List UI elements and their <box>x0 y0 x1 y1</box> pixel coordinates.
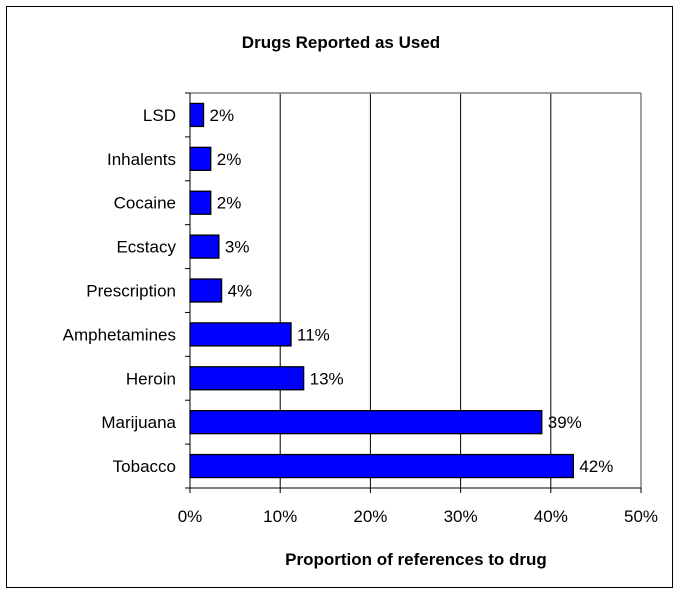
data-label: 39% <box>548 413 582 432</box>
x-axis-title: Proportion of references to drug <box>285 550 547 569</box>
category-label: Cocaine <box>114 194 176 213</box>
category-label: Inhalents <box>107 150 176 169</box>
plot-area: 0% 10% 20% 30% 40% 50% LSD 2% Inhalents 2% Cocaine… <box>63 92 658 526</box>
data-label: 2% <box>217 194 242 213</box>
category-label: Heroin <box>126 369 176 388</box>
category-label: Marijuana <box>101 413 176 432</box>
data-label: 2% <box>210 106 235 125</box>
x-tick-label: 30% <box>444 507 478 526</box>
data-label: 42% <box>579 457 613 476</box>
bar-tobacco <box>189 453 575 479</box>
data-label: 4% <box>228 282 253 301</box>
category-label: Prescription <box>86 282 176 301</box>
category-label: LSD <box>143 106 176 125</box>
bar-amphetamines <box>189 322 292 347</box>
category-label: Ecstacy <box>116 238 176 257</box>
x-tick-label: 50% <box>624 507 658 526</box>
bar-ecstacy <box>189 234 220 259</box>
data-label: 11% <box>297 325 330 344</box>
category-label: Tobacco <box>113 457 176 476</box>
bar-heroin <box>189 366 305 391</box>
bar-lsd <box>189 102 205 128</box>
x-tick-label: 20% <box>353 507 387 526</box>
bar-prescription <box>189 278 223 303</box>
data-label: 13% <box>310 369 344 388</box>
data-label: 3% <box>225 238 250 257</box>
bar-inhalents <box>189 146 212 171</box>
bar-marijuana <box>189 410 543 435</box>
data-label: 2% <box>217 150 242 169</box>
x-tick-label: 0% <box>178 507 203 526</box>
x-tick-label: 40% <box>534 507 568 526</box>
bar-cocaine <box>189 190 212 215</box>
x-tick-label: 10% <box>263 507 297 526</box>
category-label: Amphetamines <box>63 325 176 344</box>
chart-title: Drugs Reported as Used <box>242 33 440 52</box>
